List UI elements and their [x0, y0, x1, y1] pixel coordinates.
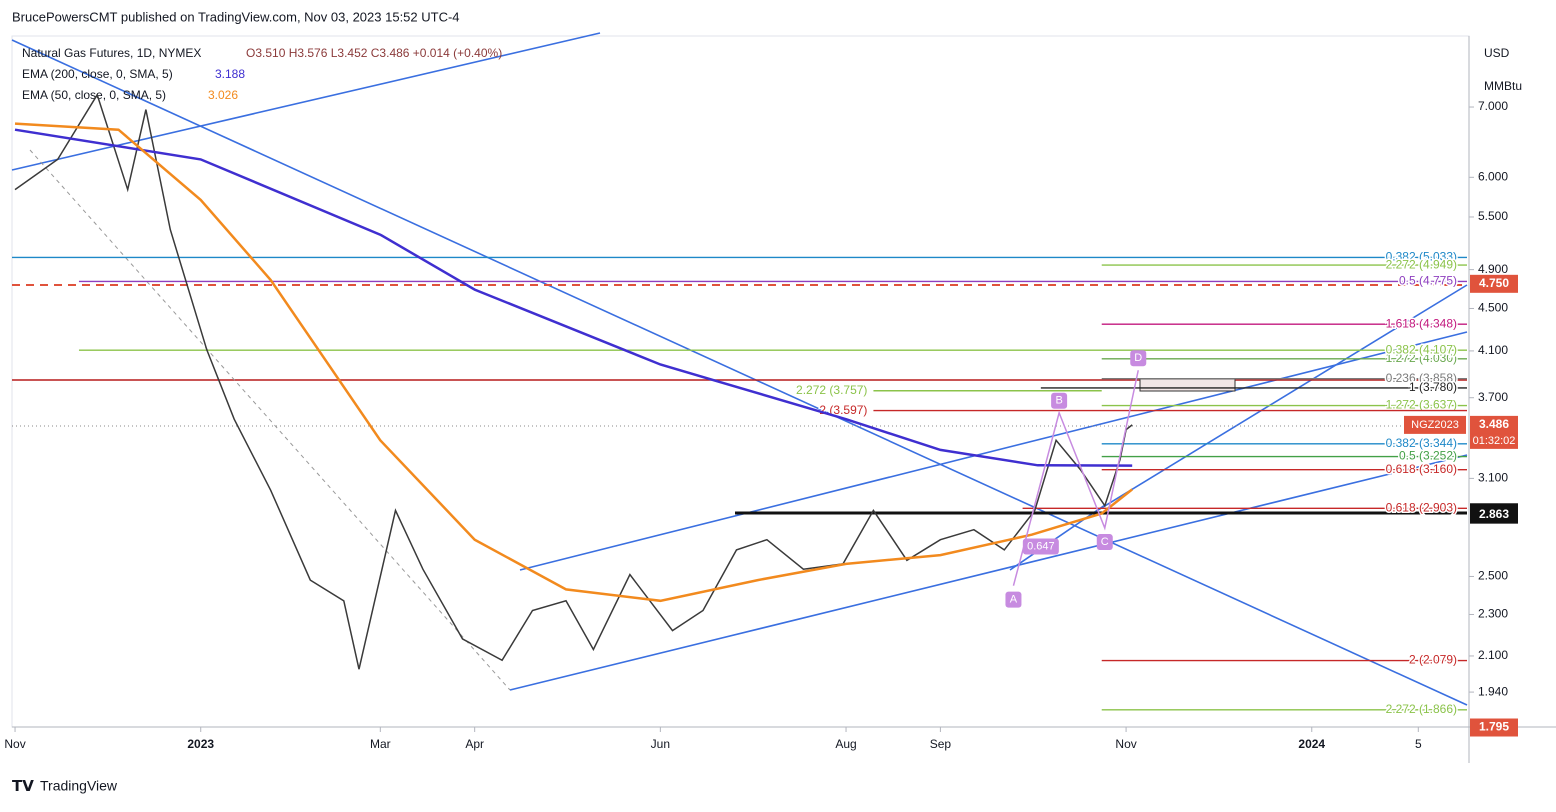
legend-value: 3.188	[215, 67, 245, 81]
unit: USD	[1484, 46, 1510, 60]
pattern-label: C	[1101, 536, 1109, 548]
y-tick-label: 5.500	[1478, 209, 1508, 223]
publisher: BrucePowersCMT published on TradingView.…	[12, 9, 460, 24]
x-tick-label: Apr	[465, 737, 484, 751]
fib-label: 1.272 (3.637)	[1386, 398, 1457, 412]
symbol-tag	[1404, 415, 1466, 434]
fib-label: 0.5 (3.252)	[1399, 449, 1457, 463]
price-tag	[1470, 505, 1518, 524]
fib-label: 0.382 (3.344)	[1386, 436, 1457, 450]
ohlc: O3.510 H3.576 L3.452 C3.486 +0.014 (+0.4…	[246, 46, 502, 60]
x-tick-label: Aug	[835, 737, 856, 751]
trendline	[519, 331, 1468, 571]
pattern-point	[1005, 591, 1022, 608]
y-tick-label: 4.100	[1478, 343, 1508, 357]
pattern-label: D	[1134, 352, 1142, 364]
pattern-point	[1096, 534, 1113, 551]
fib-label: 1.272 (4.030)	[1386, 351, 1457, 365]
fib-label: 1.618 (4.348)	[1386, 316, 1457, 330]
trendline	[509, 454, 1468, 691]
trendline	[11, 32, 601, 171]
legend-value: 3.026	[208, 88, 238, 102]
legend-entry: EMA (50, close, 0, SMA, 5)	[22, 88, 166, 102]
unit: MMBtu	[1484, 79, 1522, 93]
legend: Natural Gas Futures, 1D, NYMEX O3.510 H3…	[22, 46, 502, 102]
trendline	[1089, 284, 1468, 516]
fib-label: 2 (2.079)	[1409, 653, 1457, 667]
legend-title: Natural Gas Futures, 1D, NYMEX	[22, 46, 201, 60]
y-tick-label: 1.940	[1478, 684, 1508, 698]
x-tick-label: Nov	[4, 737, 25, 751]
symbol-label: NGZ2023	[1411, 419, 1459, 431]
fib-label: 0.618 (3.160)	[1386, 462, 1457, 476]
ratio-label: 0.647	[1027, 540, 1055, 552]
price-tag	[1470, 415, 1518, 434]
fib-label: 0.5 (4.775)	[1399, 274, 1457, 288]
pattern-label: B	[1055, 395, 1062, 407]
price-line	[14, 93, 1133, 670]
fib-label: 0.382 (5.033)	[1386, 250, 1457, 264]
trendline	[11, 39, 1468, 706]
footer-brand: TradingView	[40, 778, 118, 794]
y-tick-label: 2.500	[1478, 569, 1508, 583]
countdown-box	[1470, 432, 1518, 449]
y-tick-label: 3.100	[1478, 471, 1508, 485]
fib-label: 1 (3.780)	[1409, 380, 1457, 394]
y-tick-label: 2.100	[1478, 648, 1508, 662]
fib-label: 0.236 (3.858)	[1386, 371, 1457, 385]
pattern-label: A	[1010, 594, 1018, 606]
x-tick-label: 5	[1415, 737, 1422, 751]
y-tick-label: 7.000	[1478, 99, 1508, 113]
fib-label: 2.272 (3.757)	[796, 383, 867, 397]
pattern-point	[1051, 392, 1068, 409]
price-tag-label: 4.750	[1479, 276, 1509, 290]
dotted-guide	[29, 149, 511, 691]
y-tick-label: 6.000	[1478, 169, 1508, 183]
x-tick-label: Sep	[930, 737, 952, 751]
fib-label: 2.272 (1.866)	[1386, 702, 1457, 716]
trendline	[1009, 504, 1106, 571]
x-tick-label: Jun	[651, 737, 670, 751]
y-tick-label: 4.500	[1478, 301, 1508, 315]
price-tag-label: 3.486	[1479, 417, 1509, 431]
price-tag-label: 1.795	[1479, 720, 1509, 734]
logo-mark: 𝗧𝗩	[12, 778, 34, 795]
y-tick-label: 3.700	[1478, 390, 1508, 404]
countdown: 01:32:02	[1473, 435, 1516, 447]
legend-entry: EMA (200, close, 0, SMA, 5)	[22, 67, 173, 81]
trendlines	[11, 32, 1468, 706]
fib-label: 2.272 (4.949)	[1386, 257, 1457, 271]
x-tick-label: Nov	[1115, 737, 1136, 751]
pattern-line	[1012, 370, 1139, 586]
target-box	[1139, 378, 1236, 392]
pattern-point	[1130, 350, 1147, 367]
x-tick-label: Mar	[370, 737, 391, 751]
y-tick-label: 2.300	[1478, 607, 1508, 621]
ema-line	[14, 122, 1133, 603]
y-tick-label: 4.900	[1478, 262, 1508, 276]
price-tag	[1470, 718, 1518, 737]
fib-label: 0.382 (4.107)	[1386, 342, 1457, 356]
x-tick-label: 2023	[187, 737, 214, 751]
ema-line	[14, 128, 1133, 467]
price-tag	[1470, 274, 1518, 293]
fib-label: 0.618 (2.903)	[1386, 500, 1457, 514]
x-tick-label: 2024	[1298, 737, 1325, 751]
price-tag-label: 2.863	[1479, 507, 1509, 521]
ratio-box	[1022, 538, 1059, 555]
